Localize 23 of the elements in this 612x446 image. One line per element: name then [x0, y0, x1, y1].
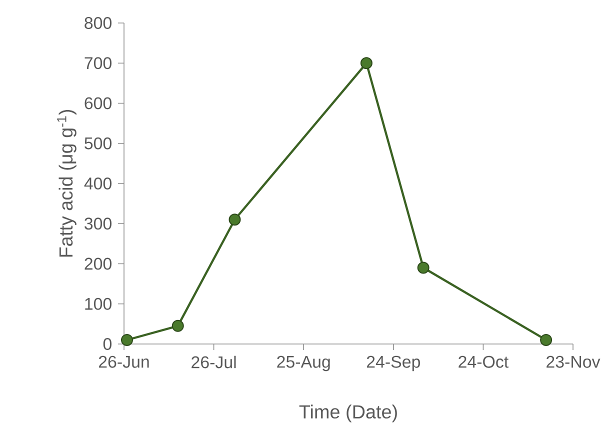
x-tick-label: 25-Aug — [277, 356, 330, 372]
y-tick-label: 700 — [84, 57, 112, 70]
y-tick-label: 300 — [84, 218, 112, 230]
y-tick-label: 800 — [84, 17, 112, 29]
x-tick-label: 24-Oct — [458, 356, 508, 368]
y-tick-label: 0 — [103, 338, 112, 350]
y-tick-label: 200 — [84, 258, 112, 270]
y-tick-label: 600 — [84, 97, 112, 110]
point — [121, 334, 133, 346]
x-tick-label: 23-Nov — [546, 356, 600, 368]
y-tick-label: 400 — [84, 177, 112, 190]
y-tick-label: 100 — [85, 298, 112, 310]
point — [172, 320, 184, 332]
x-tick-label: 26-Jul — [192, 356, 236, 368]
x-tick-label: 24-Sep — [366, 356, 420, 372]
point — [417, 262, 430, 274]
x-axis-title: Time (Date) — [299, 404, 397, 422]
point — [360, 57, 372, 70]
y-tick-label: 500 — [84, 137, 112, 150]
point — [540, 334, 552, 346]
y-axis-title: Fatty acid (μg g$^{-1}$) — [57, 110, 76, 257]
point — [228, 214, 241, 226]
x-tick-label: 26-Jun — [98, 356, 149, 368]
